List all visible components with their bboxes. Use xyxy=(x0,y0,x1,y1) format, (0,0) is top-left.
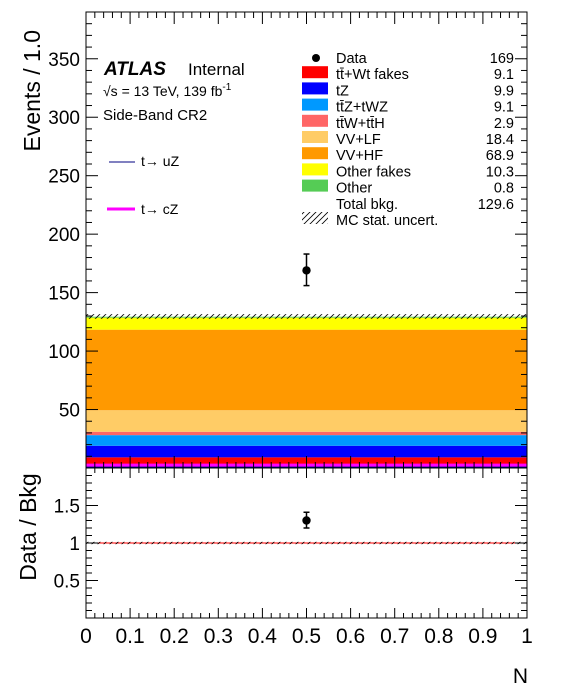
legend-swatch-7 xyxy=(302,180,328,192)
legend-label-5: VV+HF xyxy=(336,148,383,164)
lower-x-ticks: 0 0.1 0.2 0.3 0.4 0.5 0.6 0.7 0.8 0.9 1 xyxy=(80,468,533,648)
legend-swatch-0 xyxy=(302,66,328,78)
stack-bar-1 xyxy=(86,446,527,458)
energy-text: √s = 13 TeV, 139 fb xyxy=(103,83,223,99)
legend-value-3: 2.9 xyxy=(494,116,514,132)
legend-label-6: Other fakes xyxy=(336,164,411,180)
stack-bar-3 xyxy=(86,432,527,435)
upper-y-tick-label: 50 xyxy=(59,401,80,422)
upper-y-tick-label: 100 xyxy=(48,342,80,363)
legend-uncert-label: MC stat. uncert. xyxy=(336,213,438,229)
x-tick-label: 0.5 xyxy=(292,625,321,648)
legend-swatch-1 xyxy=(302,82,328,94)
x-tick-label: 1 xyxy=(521,625,533,648)
upper-y-tick-label: 300 xyxy=(48,108,80,129)
data-point xyxy=(302,254,310,286)
x-tick-label: 0 xyxy=(80,625,92,648)
lower-y-tick-label: 1 xyxy=(69,534,80,555)
legend-swatch-6 xyxy=(302,163,328,175)
stack-bar-2 xyxy=(86,435,527,446)
legend-swatch-4 xyxy=(302,131,328,143)
atlas-status: Internal xyxy=(188,60,245,79)
stack-bar-4 xyxy=(86,410,527,432)
energy-lumi-label: √s = 13 TeV, 139 fb-1 xyxy=(103,82,232,99)
region-label: Side-Band CR2 xyxy=(103,107,207,124)
x-tick-label: 0.3 xyxy=(204,625,233,648)
legend-label-3: tt̄W+tt̄H xyxy=(336,116,385,132)
lower-y-tick-label: 1.5 xyxy=(54,497,80,518)
x-tick-label: 0.1 xyxy=(115,625,144,648)
legend-value-5: 68.9 xyxy=(486,148,514,164)
lower-y-axis-label: Data / Bkg xyxy=(15,473,41,580)
legend-value-0: 9.1 xyxy=(494,67,514,83)
legend-value-6: 10.3 xyxy=(486,164,514,180)
legend-data-label: Data xyxy=(336,51,368,67)
x-tick-label: 0.7 xyxy=(380,625,409,648)
legend-data-marker xyxy=(312,54,320,62)
legend-label-0: tt̄+Wt fakes xyxy=(336,67,409,83)
legend-label-7: Other xyxy=(336,181,372,197)
legend-total-value: 129.6 xyxy=(478,197,514,213)
energy-sup: -1 xyxy=(222,82,231,93)
stack-bar-5 xyxy=(86,330,527,411)
legend-swatch-5 xyxy=(302,147,328,159)
legend-value-2: 9.1 xyxy=(494,100,514,116)
legend-value-7: 0.8 xyxy=(494,181,514,197)
x-tick-label: 0.2 xyxy=(160,625,189,648)
background-stack xyxy=(86,317,527,468)
legend-label-2: tt̄Z+tWZ xyxy=(336,100,388,116)
legend-label-4: VV+LF xyxy=(336,132,381,148)
x-axis-label: N xyxy=(513,665,528,688)
lower-y-tick-label: 0.5 xyxy=(54,572,80,593)
legend-value-4: 18.4 xyxy=(486,132,514,148)
x-tick-label: 0.9 xyxy=(468,625,497,648)
legend-label-1: tZ xyxy=(336,83,349,99)
stack-bar-6 xyxy=(86,318,527,330)
legend-signal-cz-label: t→ cZ xyxy=(141,201,179,217)
upper-y-tick-label: 250 xyxy=(48,167,80,188)
data-marker xyxy=(302,266,310,274)
upper-y-axis-label: Events / 1.0 xyxy=(19,30,45,151)
legend-signal-uz-label: t→ uZ xyxy=(141,153,180,169)
legend-total-label: Total bkg. xyxy=(336,197,398,213)
legend-uncert-swatch xyxy=(302,212,328,224)
ratio-marker xyxy=(302,516,310,524)
lower-panel: 0.5 1 1.5 0 0.1 0.2 0.3 0.4 0.5 0.6 0.7 0.8 0.9 1 Da… xyxy=(15,468,533,688)
upper-y-tick-label: 350 xyxy=(48,50,80,71)
legend-value-1: 9.9 xyxy=(494,83,514,99)
ratio-point xyxy=(302,512,310,528)
upper-y-tick-label: 200 xyxy=(48,225,80,246)
legend-swatch-3 xyxy=(302,115,328,127)
x-tick-label: 0.4 xyxy=(248,625,278,648)
legend-swatch-2 xyxy=(302,99,328,111)
atlas-label: ATLAS xyxy=(103,59,166,80)
legend-data-value: 169 xyxy=(490,51,514,67)
mc-stat-uncert-band xyxy=(86,314,527,319)
upper-y-tick-label: 150 xyxy=(48,284,80,305)
x-tick-label: 0.8 xyxy=(424,625,453,648)
ratio-uncert-band xyxy=(86,542,527,544)
legend: Data 169 tt̄+Wt fakes 9.1 tZ 9.9 tt̄Z+tWZ 9.1 tt… xyxy=(302,51,514,229)
x-tick-label: 0.6 xyxy=(336,625,365,648)
